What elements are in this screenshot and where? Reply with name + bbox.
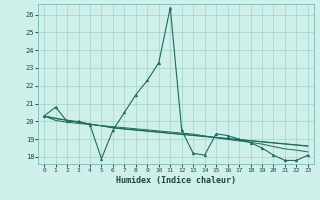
X-axis label: Humidex (Indice chaleur): Humidex (Indice chaleur) — [116, 176, 236, 185]
